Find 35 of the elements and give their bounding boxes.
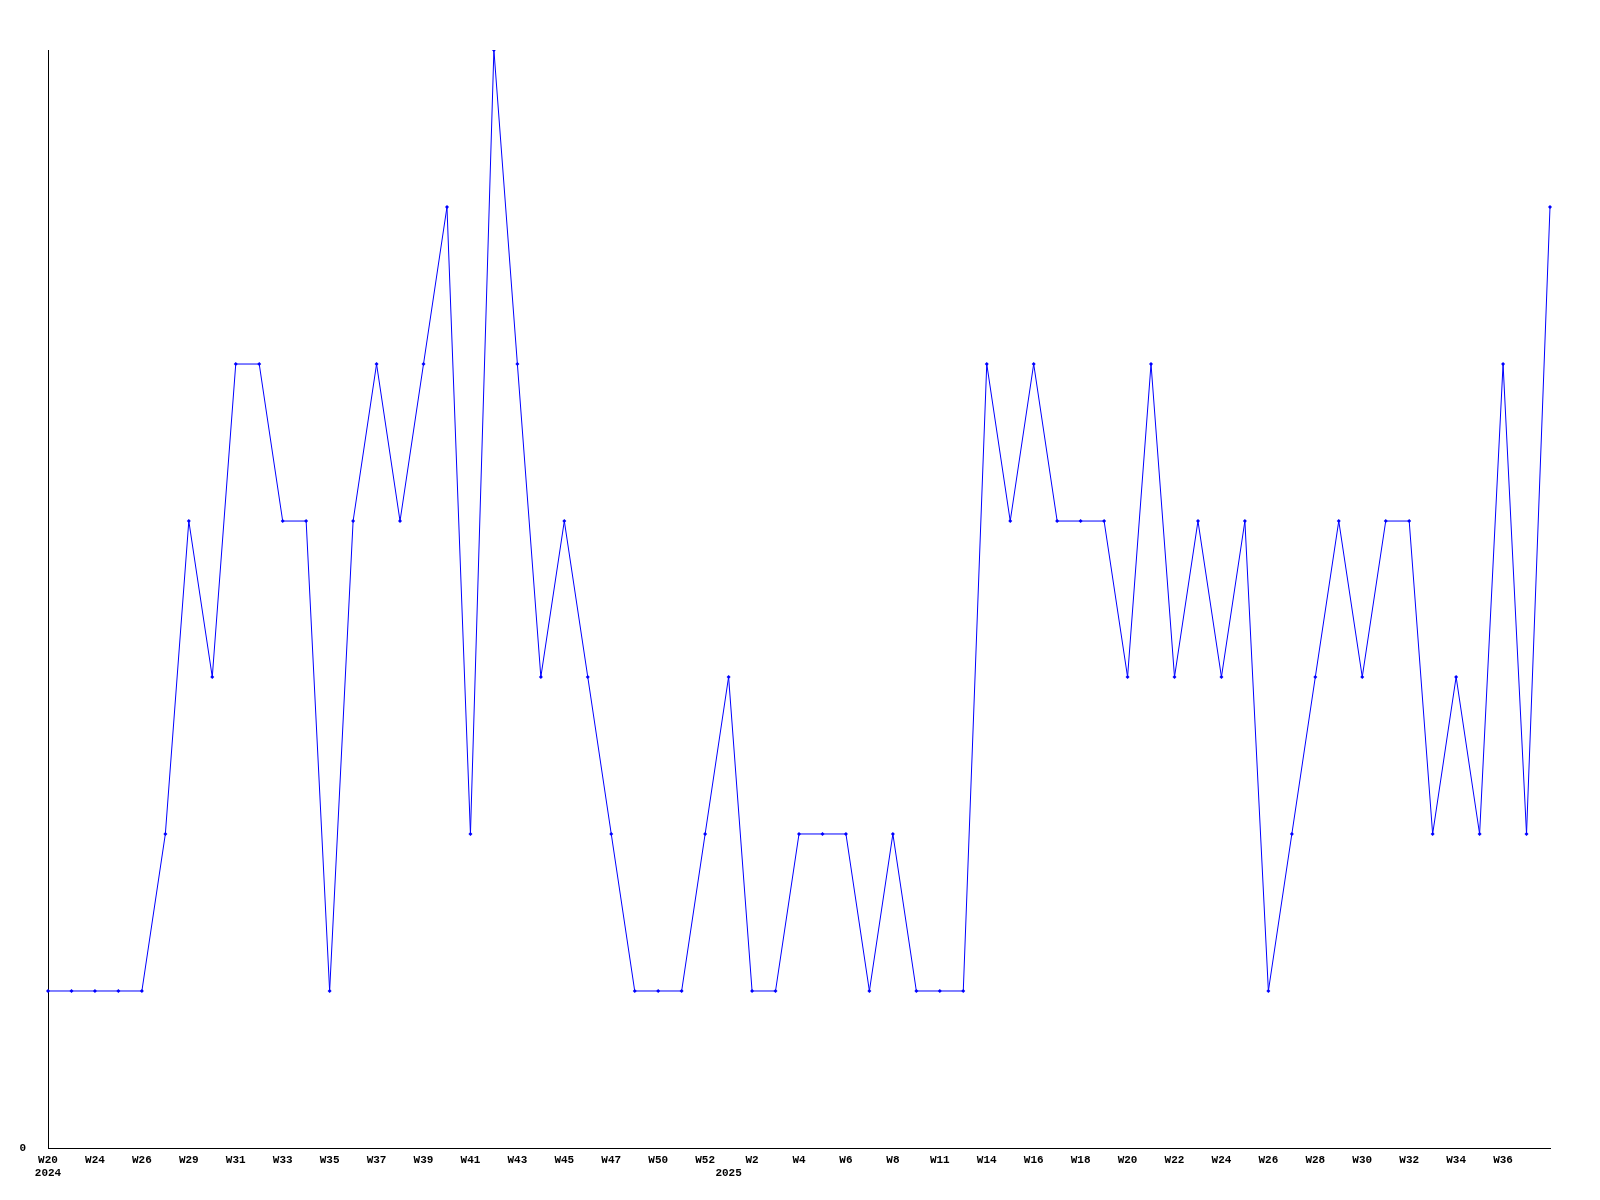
x-tick-label: W50 [648, 1154, 669, 1167]
x-tick-label: W47 [601, 1154, 622, 1167]
x-tick-label: W20 [38, 1154, 58, 1167]
x-tick-label: W41 [460, 1154, 481, 1167]
x-tick-label: W36 [1493, 1154, 1513, 1167]
x-tick-label: W20 [1117, 1154, 1138, 1167]
x-tick-label: W2 [745, 1154, 759, 1167]
x-tick-label: W26 [131, 1154, 152, 1167]
x-tick-label: W32 [1399, 1154, 1420, 1167]
text: 2024 [34, 1167, 62, 1180]
x-tick-label: W18 [1070, 1154, 1091, 1167]
x-tick-label: W14 [976, 1154, 998, 1167]
x-tick-label: W37 [366, 1154, 387, 1167]
x-tick-label: W28 [1305, 1154, 1326, 1167]
text: 2025 [715, 1167, 743, 1180]
x-tick-label: W33 [272, 1154, 293, 1167]
x-tick-label: W30 [1352, 1154, 1373, 1167]
x-tick-label: W35 [319, 1154, 340, 1167]
x-tick-label: W26 [1258, 1154, 1279, 1167]
x-tick-label: W52 [695, 1154, 716, 1167]
x-tick-label: W29 [178, 1154, 199, 1167]
x-tick-label: W43 [507, 1154, 528, 1167]
x-tick-label: W24 [85, 1154, 106, 1167]
x-tick-label: W16 [1023, 1154, 1044, 1167]
x-tick-label: W11 [929, 1154, 951, 1167]
x-tick-label: W39 [413, 1154, 434, 1167]
x-tick-label: W34 [1446, 1154, 1467, 1167]
x-tick-label: W4 [792, 1154, 806, 1167]
x-tick-label: W8 [886, 1154, 900, 1167]
x-tick-label: W31 [225, 1154, 247, 1167]
x-tick-label: W22 [1164, 1154, 1185, 1167]
x-tick-label: W6 [839, 1154, 853, 1167]
text: 0 [19, 1141, 26, 1154]
x-tick-label: W45 [554, 1154, 575, 1167]
x-tick-label: W24 [1211, 1154, 1232, 1167]
